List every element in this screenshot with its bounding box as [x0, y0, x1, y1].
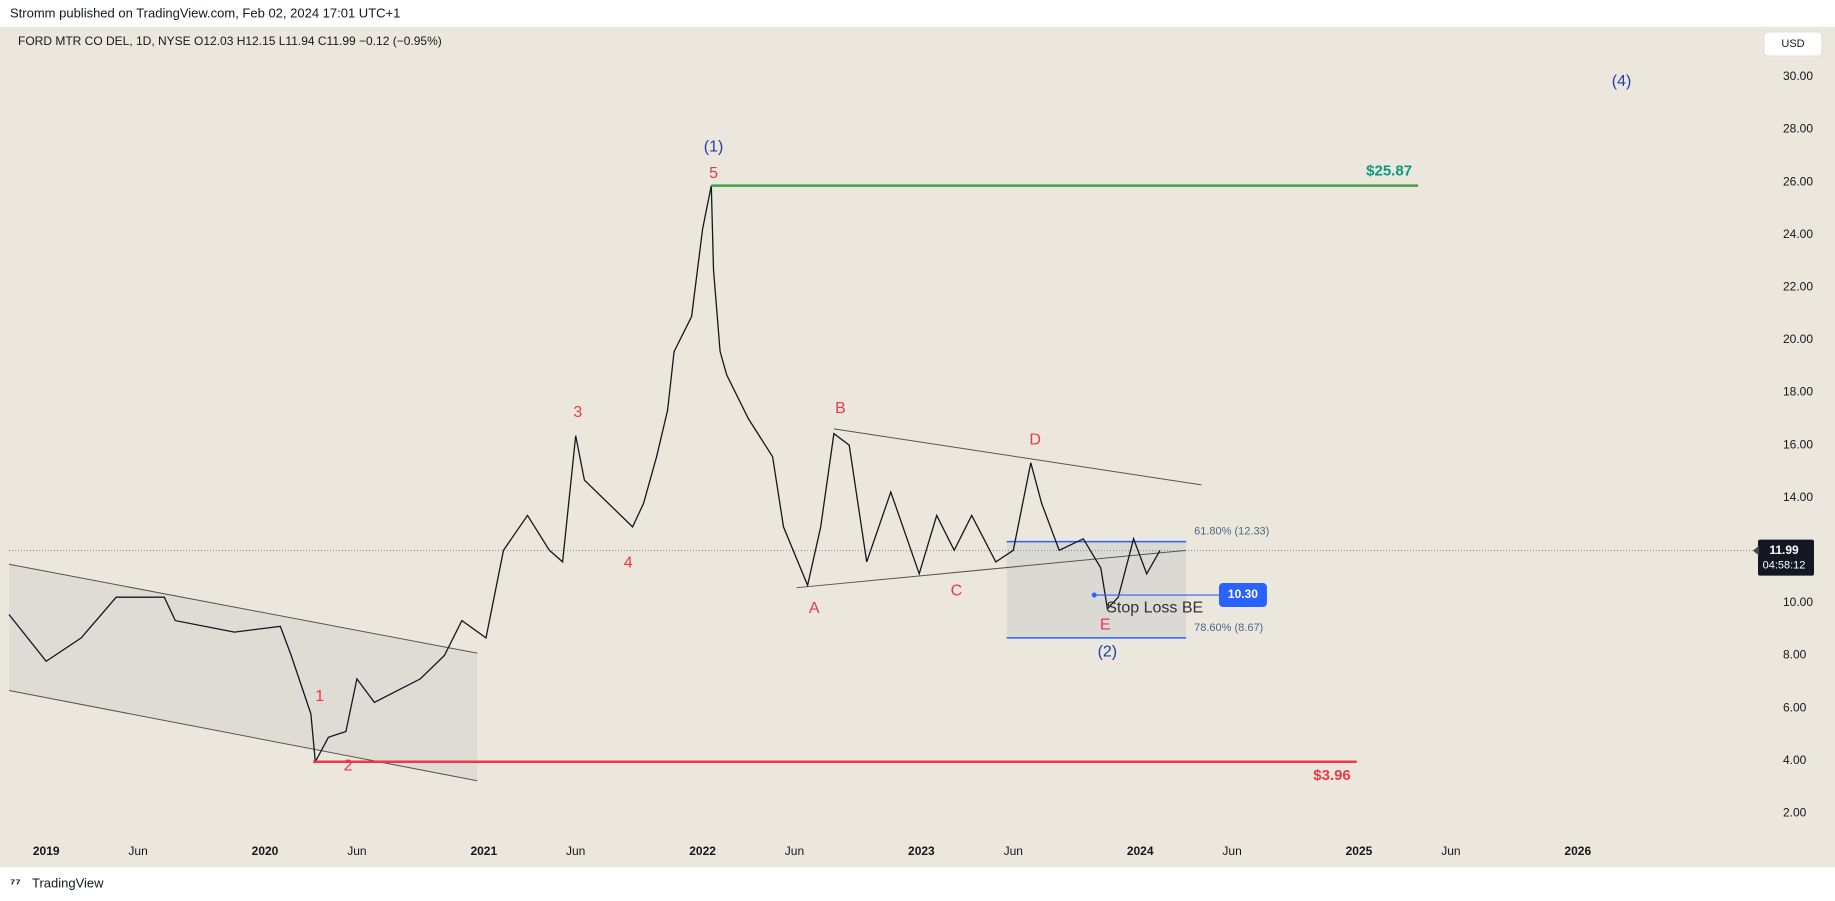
x-tick-label: 2021	[470, 844, 497, 858]
stop-handle	[1091, 592, 1097, 598]
wave-label: 3	[573, 404, 582, 421]
y-tick-label: 28.00	[1783, 122, 1813, 136]
y-tick-label: 6.00	[1783, 700, 1807, 714]
brand: TradingView	[32, 875, 104, 890]
x-tick-label: Jun	[1441, 844, 1460, 858]
x-tick-label: Jun	[347, 844, 366, 858]
y-tick-label: 16.00	[1783, 437, 1813, 451]
wave-label: (1)	[704, 138, 724, 155]
fib-label: 61.80% (12.33)	[1194, 526, 1269, 538]
wave-label: 5	[709, 165, 718, 182]
countdown: 04:58:12	[1763, 560, 1806, 572]
y-tick-label: 20.00	[1783, 332, 1813, 346]
last-price-label: 11.99	[1769, 543, 1799, 557]
wave-label: C	[951, 583, 963, 600]
y-tick-label: 22.00	[1783, 280, 1813, 294]
x-tick-label: 2026	[1564, 844, 1591, 858]
svg-text:⁷⁷: ⁷⁷	[10, 875, 21, 890]
x-tick-label: Jun	[1004, 844, 1023, 858]
y-tick-label: 4.00	[1783, 753, 1807, 767]
chart-background	[0, 27, 1835, 867]
y-tick-label: 14.00	[1783, 490, 1813, 504]
y-tick-label: 10.00	[1783, 595, 1813, 609]
channel-area	[9, 564, 478, 781]
logo: ⁷⁷	[10, 875, 21, 890]
price-line	[8, 185, 1161, 765]
x-tick-label: 2020	[252, 844, 279, 858]
wave-label: A	[809, 600, 820, 617]
x-tick-label: 2025	[1346, 844, 1373, 858]
trendline	[8, 690, 478, 782]
x-tick-label: Jun	[566, 844, 585, 858]
fib-label: 78.60% (8.67)	[1194, 622, 1263, 634]
trendline	[8, 563, 478, 654]
x-tick-label: 2023	[908, 844, 935, 858]
last-price-badge	[1758, 539, 1814, 576]
y-tick-label: 26.00	[1783, 174, 1813, 188]
wave-label: D	[1029, 432, 1041, 449]
x-tick-label: Jun	[1222, 844, 1241, 858]
stop-text: Stop Loss BE	[1106, 599, 1203, 616]
last-price-arrow	[1753, 545, 1759, 556]
wave-label: 2	[344, 758, 353, 775]
wave-label: 4	[624, 554, 633, 571]
price-level-label: $3.96	[1313, 767, 1351, 784]
x-tick-label: Jun	[128, 844, 147, 858]
wave-label: B	[835, 400, 846, 417]
y-tick-label: 24.00	[1783, 227, 1813, 241]
currency: USD	[1781, 38, 1804, 50]
y-tick-label: 2.00	[1783, 806, 1807, 820]
x-tick-label: 2019	[33, 844, 60, 858]
x-tick-label: 2022	[689, 844, 716, 858]
wave-label: 1	[315, 688, 324, 705]
chart-title: FORD MTR CO DEL, 1D, NYSE O12.03 H12.15 …	[18, 34, 442, 48]
trendline	[833, 428, 1202, 486]
stop-badge-label: 10.30	[1228, 587, 1258, 601]
publisher: Stromm published on TradingView.com, Feb…	[10, 5, 400, 20]
trendline	[796, 549, 1187, 589]
fib-zone	[1006, 541, 1187, 638]
stop-badge	[1218, 583, 1267, 608]
x-tick-label: Jun	[785, 844, 804, 858]
x-tick-label: 2024	[1127, 844, 1154, 858]
currency-button[interactable]	[1763, 31, 1823, 57]
y-tick-label: 8.00	[1783, 648, 1807, 662]
price-level-label: $25.87	[1366, 163, 1412, 180]
y-tick-label: 30.00	[1783, 69, 1813, 83]
wave-label: E	[1100, 616, 1111, 633]
y-tick-label: 18.00	[1783, 385, 1813, 399]
wave-label: (4)	[1612, 73, 1632, 90]
wave-label: (2)	[1098, 643, 1118, 660]
